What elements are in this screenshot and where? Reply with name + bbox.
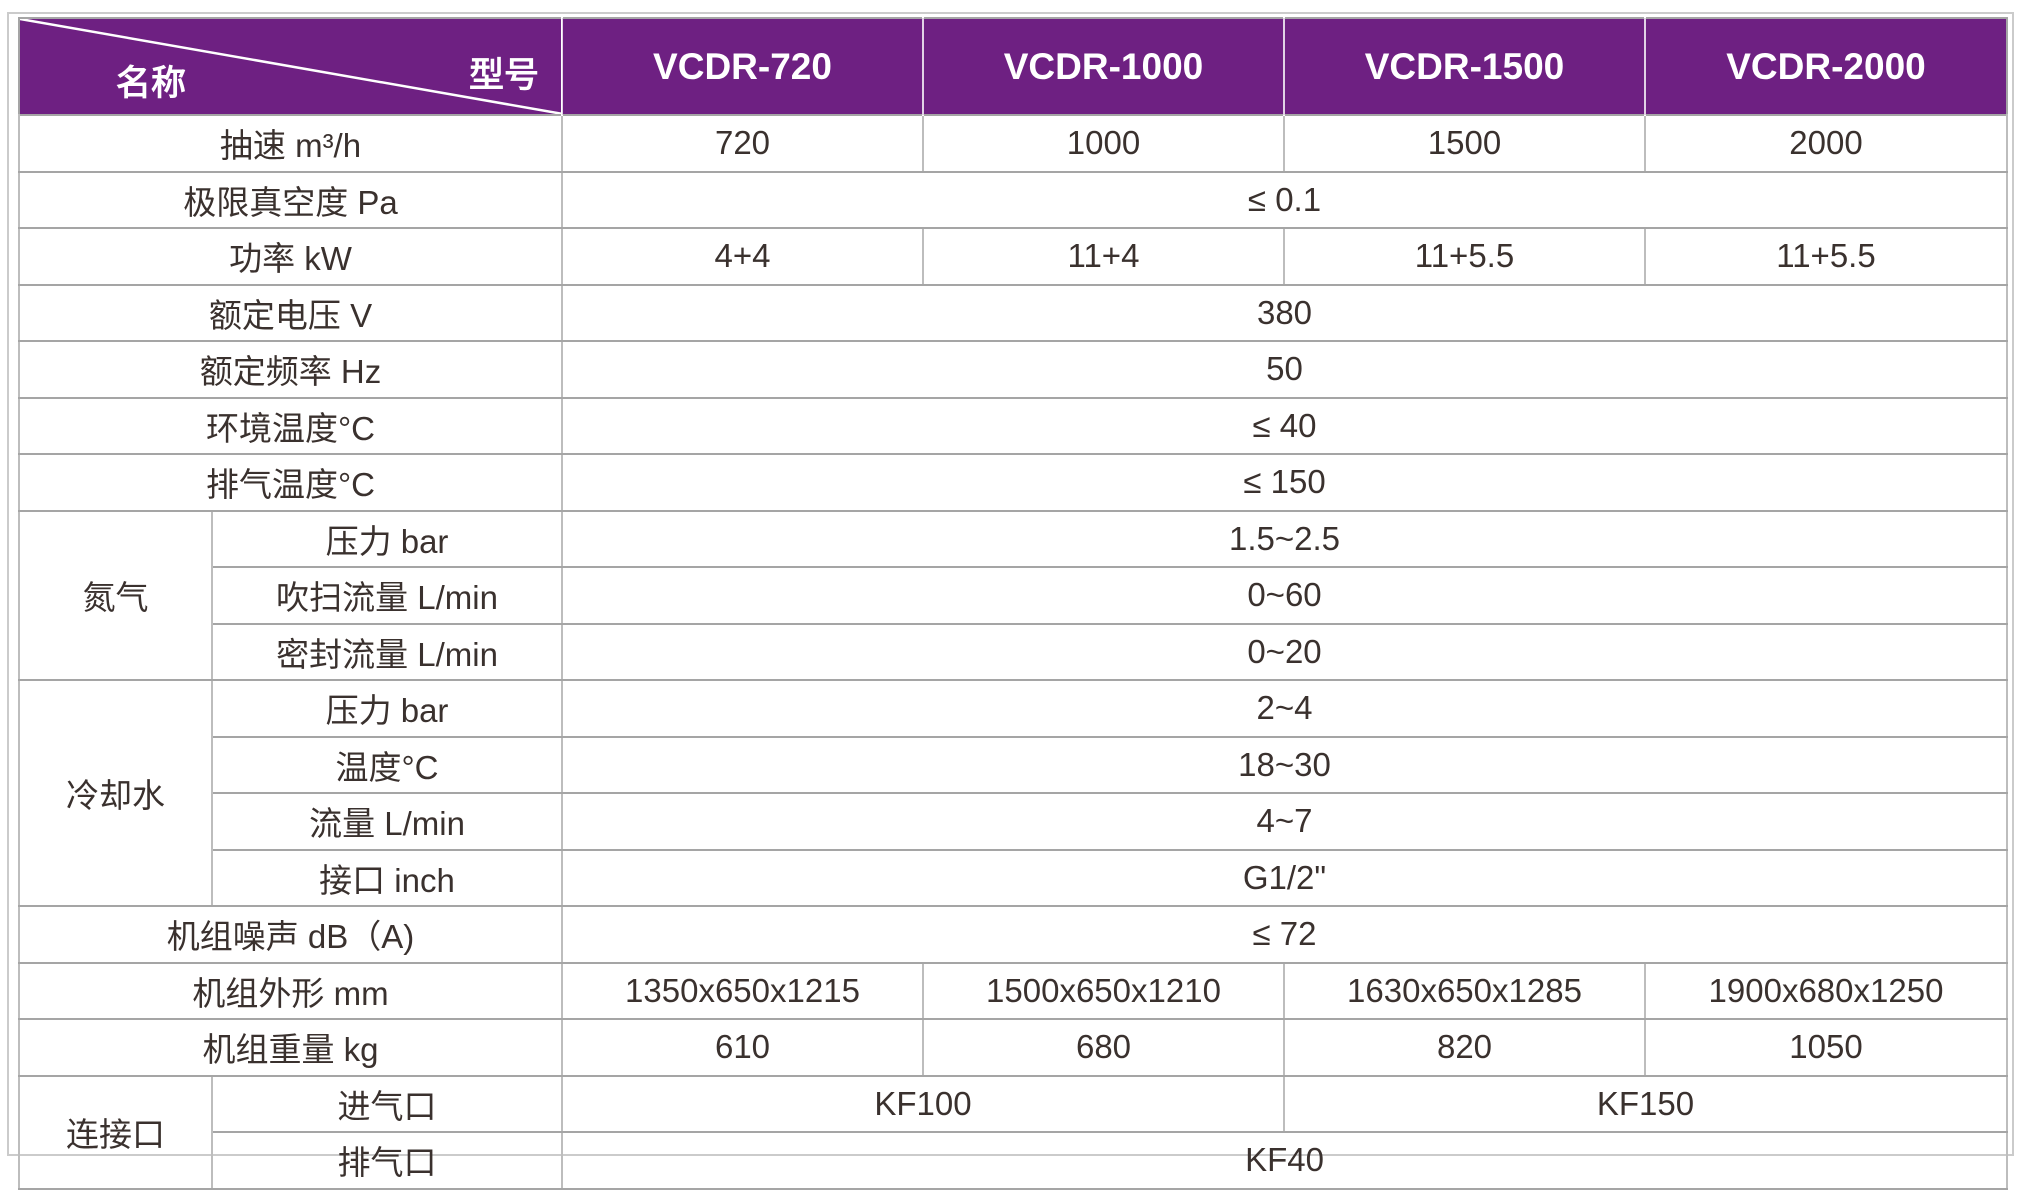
table-row: 机组噪声 dB（A) ≤ 72	[18, 905, 2008, 964]
column-header-vcdr-1000: VCDR-1000	[922, 18, 1284, 115]
table-row: 额定电压 V 380	[18, 283, 2008, 342]
table-row: 冷却水 压力 bar 2~4	[18, 679, 2008, 907]
value-cell: ≤ 40	[561, 396, 2008, 455]
value-cell: 0~60	[561, 566, 2008, 625]
diagonal-divider	[20, 19, 562, 114]
row-label: 排气口	[211, 1131, 563, 1190]
value-cell: 11+4	[922, 227, 1285, 286]
row-label: 额定频率 Hz	[18, 340, 563, 399]
row-label: 流量 L/min	[211, 792, 563, 851]
row-label: 机组重量 kg	[18, 1018, 563, 1077]
value-cell: 610	[561, 1018, 924, 1077]
table-row: 功率 kW 4+4 11+4 11+5.5 11+5.5	[18, 227, 2008, 286]
group-label: 连接口	[18, 1074, 213, 1190]
group-label: 冷却水	[18, 679, 213, 907]
row-label: 温度°C	[211, 735, 563, 794]
table-row: 流量 L/min 4~7	[19, 792, 2008, 851]
row-label: 机组外形 mm	[18, 961, 563, 1020]
value-cell: 1350x650x1215	[561, 961, 924, 1020]
table-row: 机组外形 mm 1350x650x1215 1500x650x1210 1630x65…	[18, 961, 2008, 1020]
row-label: 功率 kW	[18, 227, 563, 286]
value-cell: 380	[561, 283, 2008, 342]
row-label: 极限真空度 Pa	[18, 170, 563, 229]
table-row: 排气口 KF40	[19, 1131, 2008, 1190]
corner-label-name: 名称	[116, 64, 187, 103]
table-row: 极限真空度 Pa ≤ 0.1	[18, 170, 2008, 229]
value-cell: ≤ 0.1	[561, 170, 2008, 229]
table-row: 吹扫流量 L/min 0~60	[19, 566, 2008, 625]
row-label: 额定电压 V	[18, 283, 563, 342]
value-cell: 1000	[922, 114, 1285, 173]
value-cell: 720	[561, 114, 924, 173]
value-cell: 18~30	[561, 735, 2008, 794]
value-cell: 820	[1283, 1018, 1646, 1077]
value-cell: KF100	[561, 1074, 1285, 1133]
value-cell: 1630x650x1285	[1283, 961, 1646, 1020]
table-row: 抽速 m³/h 720 1000 1500 2000	[18, 114, 2008, 173]
group-label: 氮气	[18, 509, 213, 681]
row-label: 压力 bar	[211, 679, 563, 738]
value-cell: 0~20	[561, 622, 2008, 681]
table-row: 密封流量 L/min 0~20	[19, 622, 2008, 681]
value-cell: ≤ 150	[561, 453, 2008, 512]
corner-header-cell: 型号 名称	[19, 18, 562, 115]
table-row: 氮气 压力 bar 1.5~2.5	[18, 509, 2008, 681]
row-label: 压力 bar	[211, 509, 563, 568]
value-cell: 50	[561, 340, 2008, 399]
row-label: 接口 inch	[211, 848, 563, 907]
table-row: 连接口 进气口 KF100 KF150	[18, 1074, 2008, 1190]
value-cell: 2000	[1644, 114, 2008, 173]
value-cell: ≤ 72	[561, 905, 2008, 964]
value-cell: 1500x650x1210	[922, 961, 1285, 1020]
row-label: 排气温度°C	[18, 453, 563, 512]
row-label: 吹扫流量 L/min	[211, 566, 563, 625]
corner-label-model: 型号	[468, 56, 539, 95]
value-cell: 1050	[1644, 1018, 2008, 1077]
table-row: 排气温度°C ≤ 150	[18, 453, 2008, 512]
row-label: 进气口	[211, 1074, 563, 1133]
table-row: 环境温度°C ≤ 40	[18, 396, 2008, 455]
column-header-vcdr-1500: VCDR-1500	[1283, 18, 1645, 115]
value-cell: 2~4	[561, 679, 2008, 738]
row-label: 抽速 m³/h	[18, 114, 563, 173]
spec-table: 型号 名称 VCDR-720 VCDR-1000 VCDR-1500 VCDR-200…	[18, 17, 2008, 1190]
table-row: 机组重量 kg 610 680 820 1050	[18, 1018, 2008, 1077]
column-header-vcdr-720: VCDR-720	[561, 18, 923, 115]
value-cell: 4+4	[561, 227, 924, 286]
value-cell: 1900x680x1250	[1644, 961, 2008, 1020]
row-label: 密封流量 L/min	[211, 622, 563, 681]
table-row: 温度°C 18~30	[19, 735, 2008, 794]
value-cell: 1.5~2.5	[561, 509, 2008, 568]
row-label: 机组噪声 dB（A)	[18, 905, 563, 964]
value-cell: 680	[922, 1018, 1285, 1077]
value-cell: 11+5.5	[1644, 227, 2008, 286]
table-row: 接口 inch G1/2"	[19, 848, 2008, 907]
row-label: 环境温度°C	[18, 396, 563, 455]
value-cell: 11+5.5	[1283, 227, 1646, 286]
spec-table-body: 抽速 m³/h 720 1000 1500 2000 极限真空度 Pa ≤ 0.1 功率 kW…	[18, 114, 2008, 1190]
value-cell: 4~7	[561, 792, 2008, 851]
value-cell: KF40	[561, 1131, 2008, 1190]
value-cell: G1/2"	[561, 848, 2008, 907]
column-header-vcdr-2000: VCDR-2000	[1644, 18, 2007, 115]
table-row: 额定频率 Hz 50	[18, 340, 2008, 399]
value-cell: 1500	[1283, 114, 1646, 173]
header-row: 型号 名称 VCDR-720 VCDR-1000 VCDR-1500 VCDR-200…	[19, 18, 2007, 115]
value-cell: KF150	[1283, 1074, 2008, 1133]
